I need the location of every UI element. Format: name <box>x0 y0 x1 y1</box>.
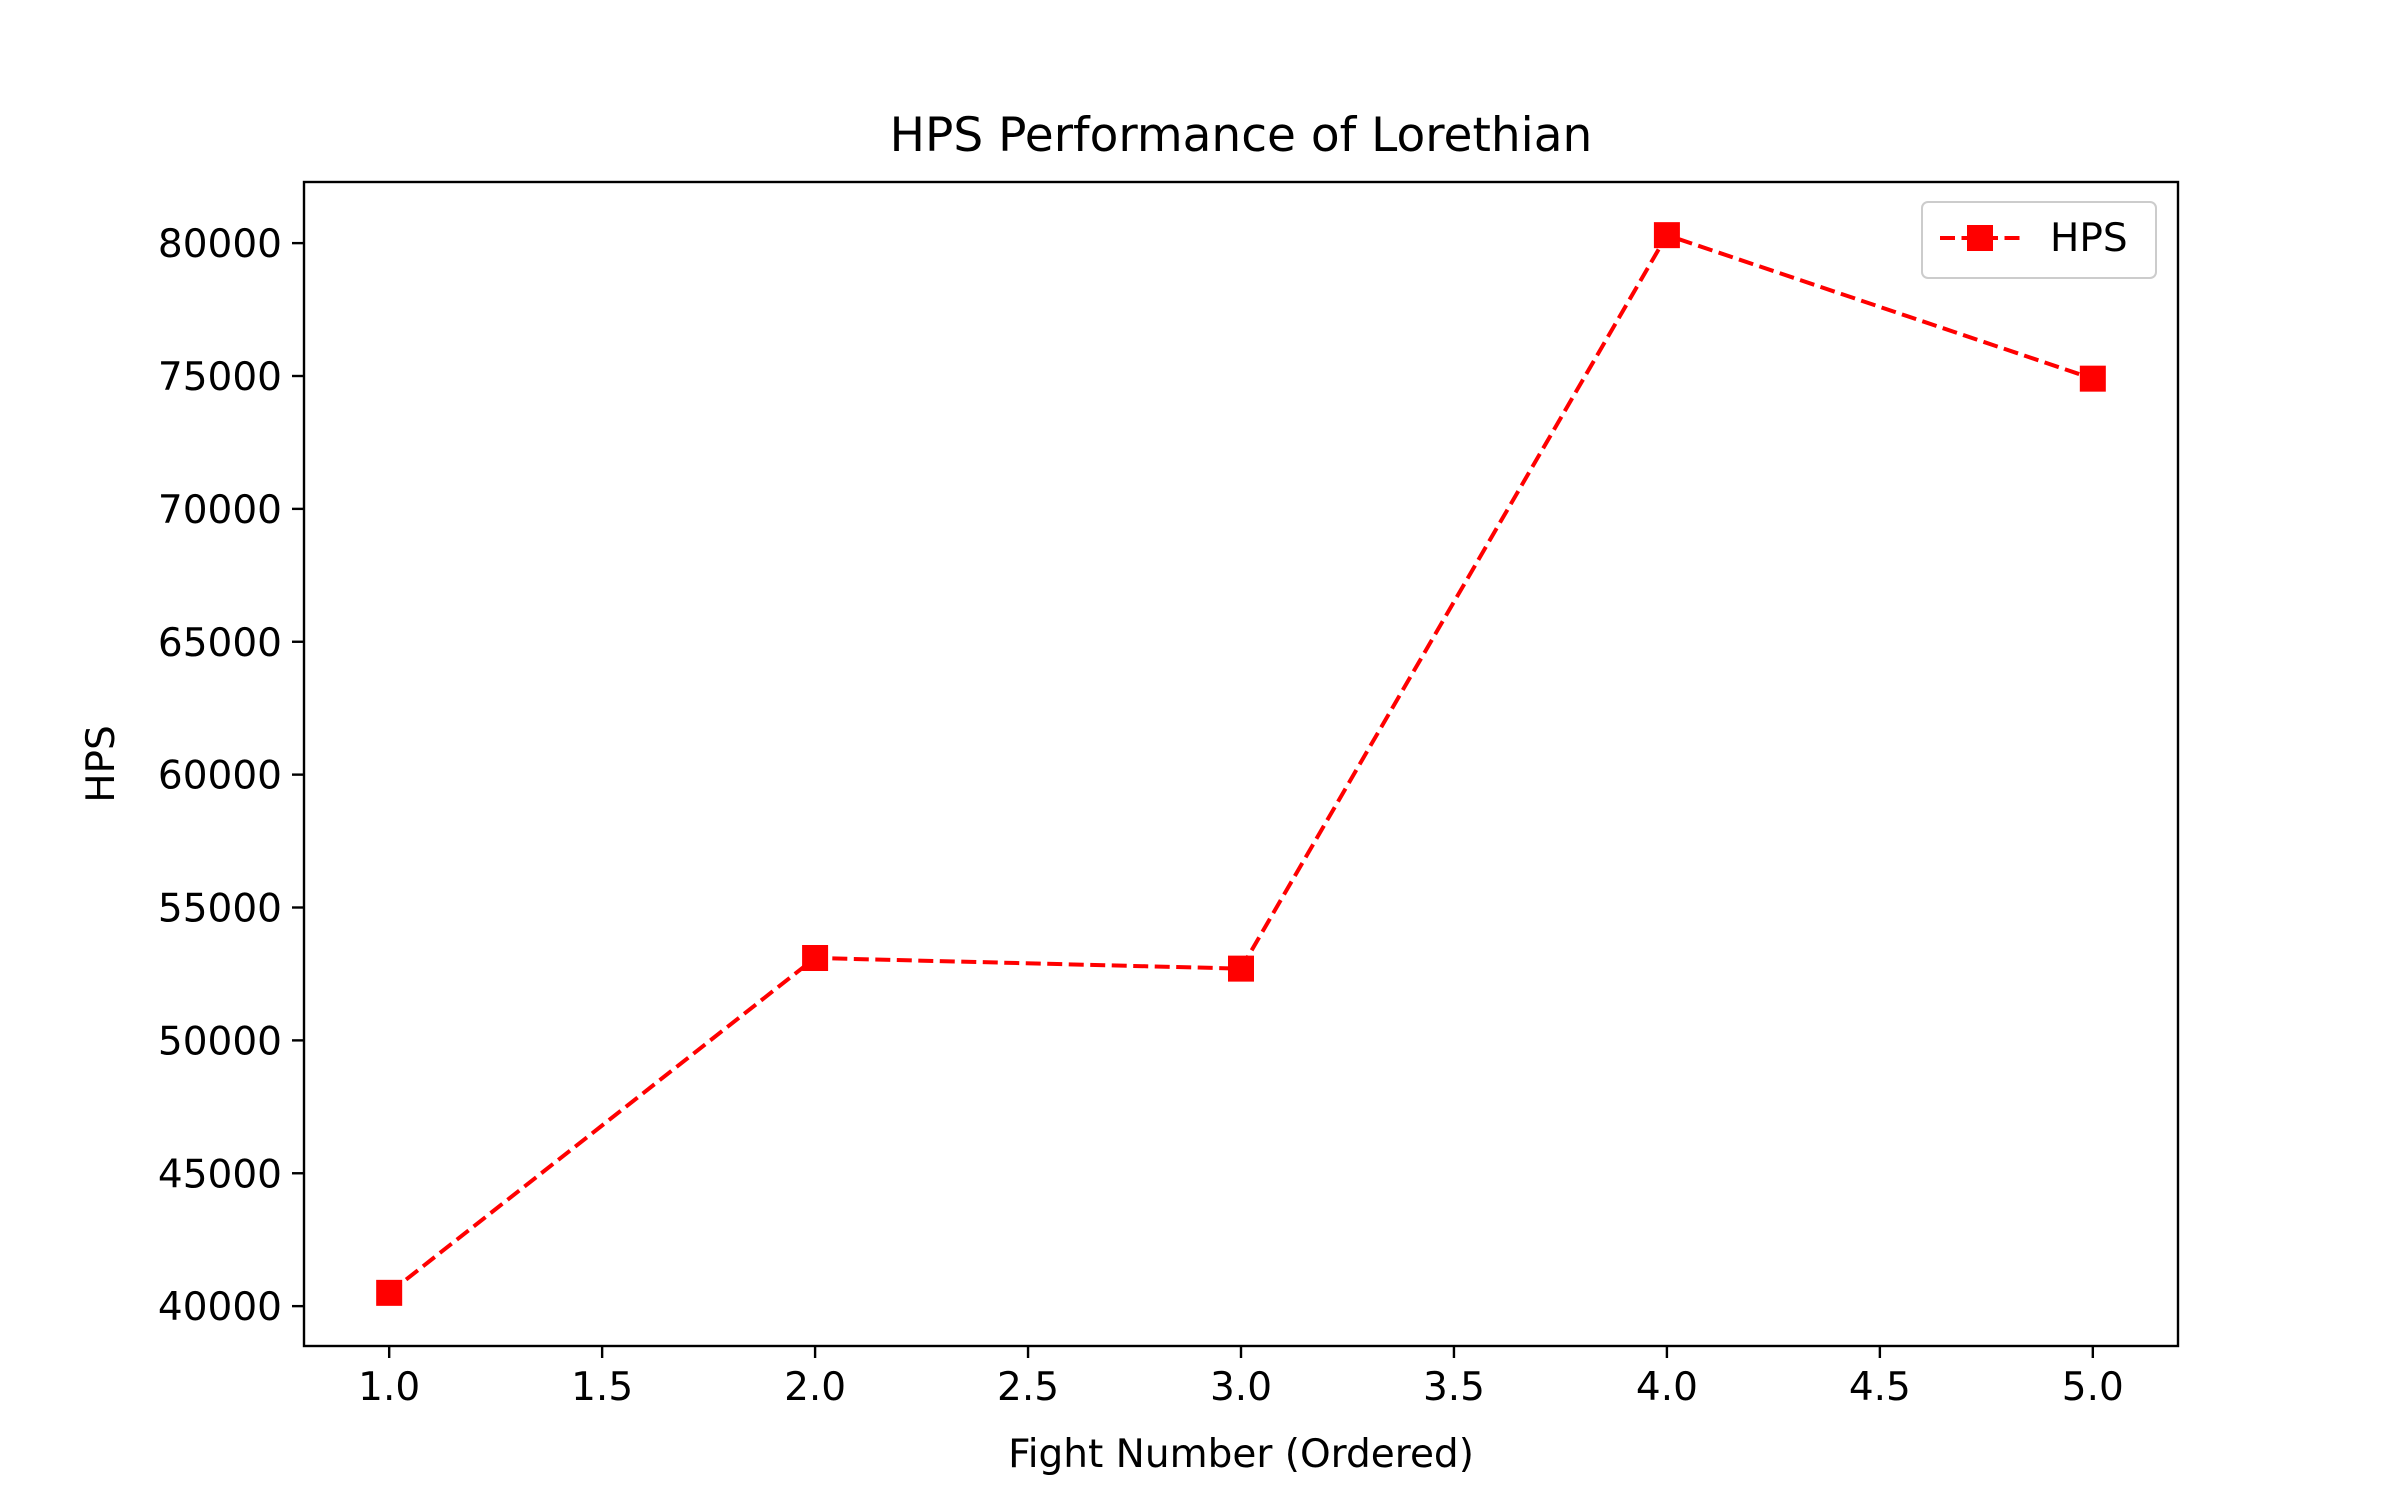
data-point-marker <box>1228 955 1254 982</box>
x-tick-label: 2.5 <box>997 1365 1059 1410</box>
data-point-marker <box>376 1279 403 1306</box>
y-axis-ticks: 40000 45000 50000 55000 60000 65000 70000 75000… <box>158 222 304 1330</box>
x-tick-label: 2.0 <box>784 1365 846 1410</box>
y-tick-label: 65000 <box>158 621 282 666</box>
data-point-marker <box>2079 365 2106 392</box>
data-point-marker <box>1653 222 1680 249</box>
y-tick-label: 40000 <box>158 1285 282 1330</box>
y-tick-label: 60000 <box>158 754 282 799</box>
chart-title: HPS Performance of Lorethian <box>890 108 1593 163</box>
legend-box <box>1921 201 2157 279</box>
y-tick-label: 70000 <box>158 488 282 533</box>
x-tick-label: 3.0 <box>1210 1365 1272 1410</box>
y-tick-label: 45000 <box>158 1152 282 1197</box>
y-tick-label: 75000 <box>158 355 282 400</box>
y-axis-label: HPS <box>79 725 124 803</box>
x-tick-label: 4.0 <box>1636 1365 1698 1410</box>
y-tick-label: 55000 <box>158 887 282 932</box>
plot-area <box>376 222 2106 1306</box>
x-tick-label: 5.0 <box>2062 1365 2124 1410</box>
x-tick-label: 4.5 <box>1849 1365 1911 1410</box>
y-tick-label: 80000 <box>158 222 282 267</box>
y-tick-label: 50000 <box>158 1019 282 1064</box>
data-point-marker <box>802 945 829 971</box>
legend-marker-square <box>1967 225 1993 251</box>
legend-label-hps: HPS <box>2050 216 2128 261</box>
axes-frame <box>302 180 2180 1348</box>
x-axis-ticks: 1.0 1.5 2.0 2.5 3.0 3.5 4.0 4.5 5.0 <box>358 1346 2124 1410</box>
legend: HPS <box>1921 201 2157 279</box>
x-tick-label: 3.5 <box>1423 1365 1485 1410</box>
x-axis-label: Fight Number (Ordered) <box>1008 1432 1474 1477</box>
x-tick-label: 1.5 <box>571 1365 633 1410</box>
x-tick-label: 1.0 <box>358 1365 420 1410</box>
